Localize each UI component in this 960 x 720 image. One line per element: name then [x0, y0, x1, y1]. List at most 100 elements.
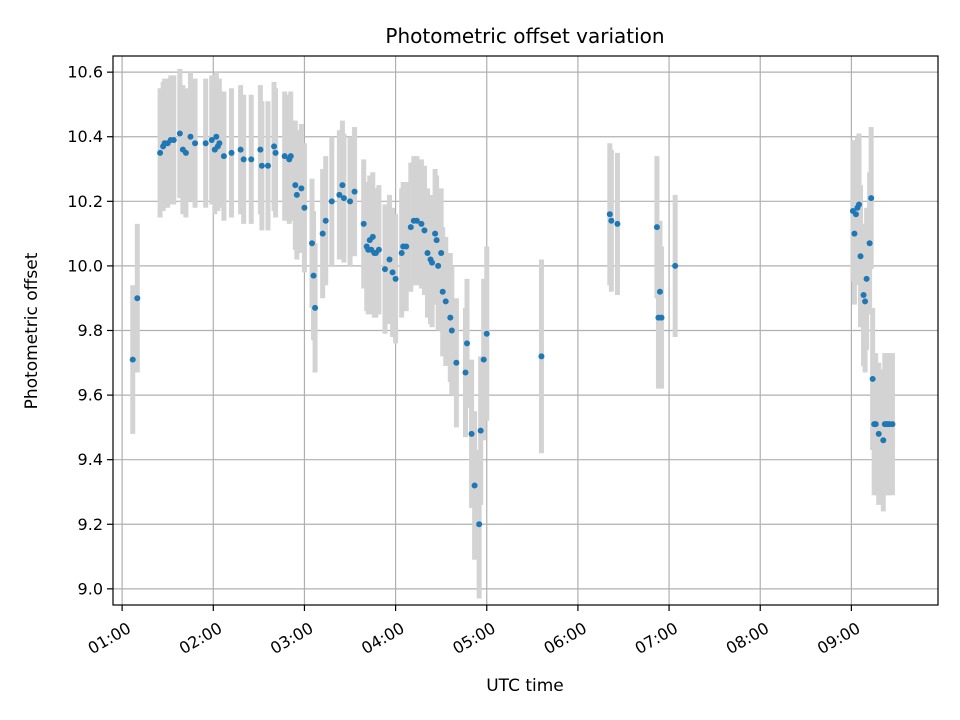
data-point: [860, 291, 867, 298]
data-point: [464, 340, 471, 347]
data-point: [213, 133, 220, 140]
data-point: [421, 227, 428, 234]
y-tick-label: 9.0: [78, 579, 103, 598]
data-point: [429, 259, 436, 266]
data-point: [301, 204, 308, 211]
data-point: [298, 185, 305, 192]
data-point: [375, 246, 382, 253]
data-point: [476, 521, 483, 528]
data-point: [448, 327, 455, 334]
data-point: [852, 211, 859, 218]
data-point: [656, 288, 663, 295]
data-point: [855, 201, 862, 208]
data-point: [322, 217, 329, 224]
data-point: [435, 262, 442, 269]
data-point: [220, 153, 227, 160]
data-point: [418, 220, 425, 227]
data-point: [271, 143, 278, 150]
data-point: [392, 275, 399, 282]
data-point: [389, 269, 396, 276]
data-point: [386, 256, 393, 263]
data-point: [237, 146, 244, 153]
y-tick-label: 10.2: [67, 192, 103, 211]
data-point: [264, 162, 271, 169]
data-point: [328, 198, 335, 205]
data-point: [319, 230, 326, 237]
data-point: [653, 224, 660, 231]
data-point: [336, 191, 343, 198]
data-point: [442, 298, 449, 305]
data-point: [293, 191, 300, 198]
data-point: [413, 217, 420, 224]
data-point: [309, 240, 316, 247]
data-point: [157, 149, 164, 156]
data-point: [483, 330, 490, 337]
data-point: [863, 275, 870, 282]
data-point: [875, 430, 882, 437]
data-point: [369, 233, 376, 240]
data-point: [187, 133, 194, 140]
data-point: [403, 243, 410, 250]
y-tick-label: 9.6: [78, 386, 103, 405]
data-point: [129, 356, 136, 363]
data-point: [857, 253, 864, 260]
data-point: [257, 146, 264, 153]
data-point: [447, 314, 454, 321]
data-point: [347, 198, 354, 205]
data-point: [868, 195, 875, 202]
data-point: [170, 136, 177, 143]
data-point: [339, 182, 346, 189]
data-point: [538, 353, 545, 360]
data-point: [453, 359, 460, 366]
data-point: [477, 427, 484, 434]
x-axis-label: UTC time: [486, 676, 564, 696]
data-point: [360, 220, 367, 227]
data-point: [889, 421, 896, 428]
data-point: [381, 266, 388, 273]
data-point: [462, 369, 469, 376]
data-point: [433, 237, 440, 244]
data-point: [398, 249, 405, 256]
data-point: [614, 220, 621, 227]
data-point: [258, 162, 265, 169]
data-point: [658, 314, 665, 321]
data-point: [869, 375, 876, 382]
data-point: [471, 482, 478, 489]
data-point: [192, 140, 199, 147]
data-point: [872, 421, 879, 428]
data-point: [340, 195, 347, 202]
data-point: [468, 430, 475, 437]
data-point: [351, 188, 358, 195]
y-tick-label: 10.6: [67, 63, 103, 82]
data-point: [134, 295, 141, 302]
data-point: [176, 130, 183, 137]
data-point: [208, 136, 215, 143]
data-point: [272, 149, 279, 156]
data-points: [129, 130, 896, 528]
data-point: [287, 153, 294, 160]
data-point: [851, 230, 858, 237]
data-point: [480, 356, 487, 363]
data-point: [216, 140, 223, 147]
y-tick-label: 9.4: [78, 450, 103, 469]
data-point: [866, 240, 873, 247]
data-point: [248, 156, 255, 163]
y-tick-label: 9.2: [78, 515, 103, 534]
y-tick-label: 10.0: [67, 256, 103, 275]
data-point: [182, 149, 189, 156]
y-axis-label: Photometric offset: [22, 252, 42, 409]
y-tick-label: 10.4: [67, 127, 103, 146]
data-point: [292, 182, 299, 189]
data-point: [862, 298, 869, 305]
y-tick-label: 9.8: [78, 321, 103, 340]
data-point: [281, 153, 288, 160]
data-point: [407, 224, 414, 231]
data-point: [439, 288, 446, 295]
data-point: [432, 230, 439, 237]
data-point: [606, 211, 613, 218]
data-point: [312, 304, 319, 311]
chart-title: Photometric offset variation: [385, 24, 664, 48]
data-point: [228, 149, 235, 156]
data-point: [880, 437, 887, 444]
